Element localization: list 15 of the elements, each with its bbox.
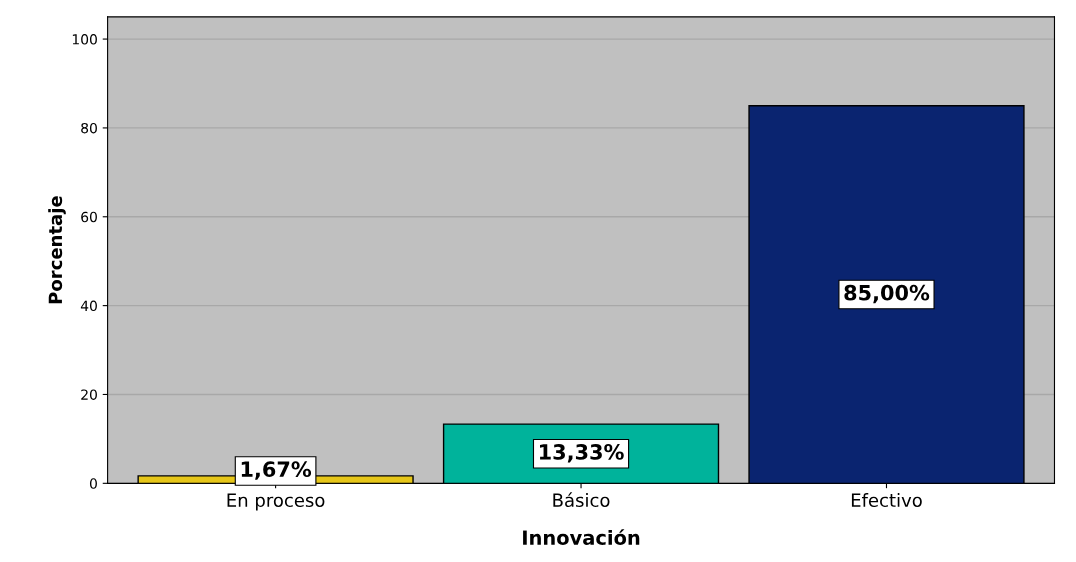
y-tick-label: 0 bbox=[89, 478, 97, 489]
y-tick-label: 60 bbox=[81, 211, 97, 223]
y-tick-label: 80 bbox=[81, 122, 97, 134]
y-tick-label: 20 bbox=[81, 389, 97, 400]
y-tick-label: 40 bbox=[80, 300, 97, 312]
data-label: 13,33% bbox=[540, 444, 624, 463]
x-axis-title: Innovación bbox=[523, 529, 640, 546]
y-axis-title: Porcentaje bbox=[48, 196, 66, 304]
x-tick-label: Efectivo bbox=[851, 493, 922, 508]
x-tick-label: En proceso bbox=[227, 493, 325, 511]
data-label: 1,67% bbox=[241, 461, 312, 480]
y-tick-label: 100 bbox=[72, 34, 97, 45]
x-tick-label: Básico bbox=[553, 492, 610, 508]
data-label: 85,00% bbox=[844, 284, 930, 304]
bar bbox=[748, 105, 1025, 484]
